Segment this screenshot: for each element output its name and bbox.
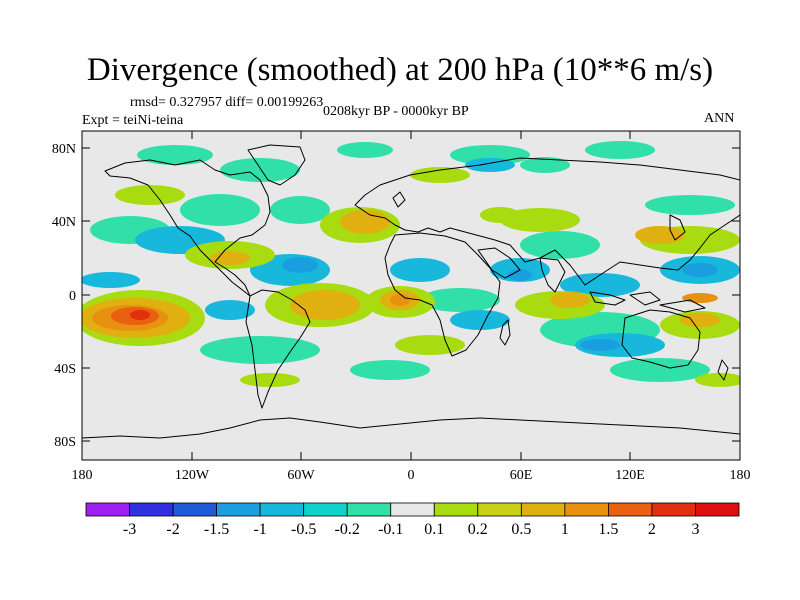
- colorbar-swatch: [216, 502, 261, 517]
- lon-label: 180: [72, 468, 93, 483]
- lon-label: 60W: [287, 468, 315, 483]
- colorbar-label: -2: [166, 521, 179, 538]
- period-label: 0208kyr BP - 0000kyr BP: [323, 104, 469, 119]
- colorbar-swatch: [346, 502, 392, 517]
- colorbar-label: 1.5: [598, 521, 618, 538]
- colorbar-swatch: [608, 502, 653, 517]
- field-negative-light: [90, 141, 735, 382]
- field-negative-strong: [282, 257, 718, 351]
- colorbar-label: -1: [253, 521, 266, 538]
- lon-label: 60E: [510, 468, 533, 483]
- colorbar-label: 2: [648, 521, 656, 538]
- colorbar-swatch: [172, 502, 217, 517]
- coastlines: [82, 144, 740, 439]
- lon-label: 120E: [615, 468, 645, 483]
- colorbar-label: -0.5: [291, 521, 316, 538]
- colorbar-swatch: [564, 502, 609, 517]
- season-label: ANN: [704, 111, 735, 126]
- lat-label: 40S: [54, 362, 76, 377]
- colorbar-swatch: [651, 502, 696, 517]
- colorbar-label: 0.2: [468, 521, 488, 538]
- colorbar-swatch: [303, 502, 348, 517]
- colorbar-label: 3: [691, 521, 699, 538]
- lat-label: 80N: [52, 142, 76, 157]
- colorbar-label: 0.5: [511, 521, 531, 538]
- lat-label: 0: [69, 289, 76, 304]
- lat-ticks: [82, 147, 740, 442]
- colorbar-swatch: [477, 502, 522, 517]
- colorbar-label: 0.1: [424, 521, 444, 538]
- lon-label: 0: [408, 468, 415, 483]
- colorbar-label: 1: [561, 521, 569, 538]
- lon-ticks: [191, 131, 631, 460]
- lon-label: 180: [730, 468, 751, 483]
- colorbar-swatch: [433, 502, 479, 517]
- colorbar-label: -0.1: [378, 521, 403, 538]
- colorbar-label: -0.2: [335, 521, 360, 538]
- colorbar-swatch: [85, 502, 130, 517]
- colorbar-swatch: [520, 502, 566, 517]
- colorbar-swatch: [390, 502, 435, 517]
- colorbar-swatch: [259, 502, 305, 517]
- colorbar-swatch: [695, 502, 740, 517]
- colorbar-label: -3: [123, 521, 136, 538]
- lon-label: 120W: [175, 468, 210, 483]
- lat-label: 40N: [52, 215, 76, 230]
- field-positive-max: [130, 310, 150, 320]
- colorbar-label: -1.5: [204, 521, 229, 538]
- lat-label: 80S: [54, 435, 76, 450]
- divergence-field: [82, 141, 740, 387]
- stats-text: rmsd= 0.327957 diff= 0.00199263: [130, 95, 324, 110]
- colorbar: -3 -2 -1.5 -1 -0.5 -0.2 -0.1 0.1 0.2 0.5 1 1.5 2 3: [85, 502, 740, 538]
- experiment-label: Expt = teiNi-teina: [82, 113, 184, 128]
- plot-title: Divergence (smoothed) at 200 hPa (10**6 …: [86, 52, 714, 88]
- colorbar-swatch: [129, 502, 174, 517]
